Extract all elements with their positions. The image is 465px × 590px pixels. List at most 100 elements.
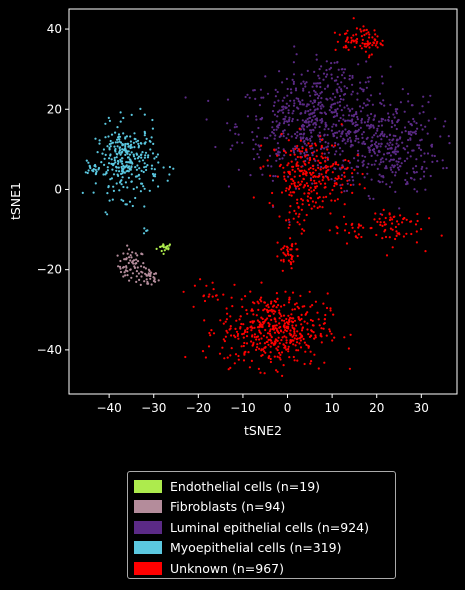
scatter-point (162, 243, 165, 246)
scatter-point (361, 42, 364, 45)
scatter-point (303, 184, 306, 187)
scatter-point (258, 338, 261, 341)
scatter-point (285, 187, 288, 190)
scatter-point (151, 127, 154, 130)
scatter-point (322, 322, 325, 325)
scatter-point (297, 148, 300, 151)
scatter-point (363, 121, 366, 124)
scatter-point (306, 328, 309, 331)
scatter-point (276, 115, 279, 118)
legend-swatch (134, 500, 162, 514)
scatter-point (412, 117, 415, 121)
scatter-point (302, 177, 305, 180)
scatter-point (312, 189, 316, 192)
scatter-point (140, 265, 143, 268)
scatter-point (234, 132, 237, 135)
scatter-point (305, 137, 308, 140)
scatter-point (376, 167, 379, 170)
scatter-point (395, 112, 398, 115)
scatter-point (260, 96, 263, 99)
scatter-point (330, 199, 333, 202)
scatter-point (340, 187, 343, 190)
scatter-point (338, 33, 341, 36)
scatter-point (333, 61, 336, 64)
scatter-point (347, 114, 351, 117)
scatter-point (325, 60, 328, 63)
scatter-point (330, 106, 333, 109)
scatter-point (333, 336, 336, 339)
scatter-point (281, 99, 284, 102)
scatter-point (397, 160, 400, 163)
scatter-point (274, 95, 277, 98)
scatter-point (284, 345, 287, 348)
scatter-point (308, 188, 311, 191)
scatter-point (107, 135, 110, 138)
scatter-point (293, 99, 296, 102)
scatter-point (301, 125, 304, 128)
scatter-point (397, 232, 401, 235)
scatter-point (331, 98, 334, 101)
scatter-point (154, 280, 157, 283)
scatter-point (314, 169, 317, 172)
scatter-point (297, 349, 300, 352)
scatter-point (343, 171, 346, 174)
scatter-point (379, 161, 382, 164)
scatter-point (347, 107, 350, 110)
scatter-point (297, 215, 300, 218)
scatter-point (116, 173, 119, 176)
plot-area (68, 8, 458, 395)
scatter-point (411, 104, 414, 107)
scatter-point (117, 136, 120, 139)
scatter-point (262, 321, 265, 324)
scatter-point (285, 317, 288, 321)
scatter-point (251, 321, 254, 324)
scatter-point (359, 110, 363, 113)
scatter-point (402, 217, 405, 221)
legend-item: Myoepithelial cells (n=319) (134, 538, 389, 559)
scatter-point (240, 345, 243, 348)
scatter-point (320, 327, 323, 330)
scatter-point (363, 187, 366, 190)
scatter-point (376, 135, 379, 138)
scatter-point (252, 313, 255, 316)
scatter-point (312, 111, 315, 114)
legend: Endothelial cells (n=19) Fibroblasts (n=9… (127, 471, 396, 579)
scatter-point (131, 162, 134, 165)
scatter-point (273, 101, 276, 104)
scatter-point (282, 149, 286, 152)
scatter-point (377, 142, 380, 145)
scatter-point (126, 142, 129, 145)
scatter-point (346, 130, 349, 134)
scatter-point (259, 166, 262, 169)
scatter-point (230, 296, 233, 299)
scatter-point (424, 250, 427, 253)
scatter-point (250, 340, 253, 343)
scatter-point (354, 112, 357, 116)
scatter-point (336, 232, 339, 235)
scatter-point (291, 165, 294, 168)
scatter-point (367, 56, 371, 59)
scatter-point (282, 108, 285, 111)
scatter-point (250, 329, 253, 332)
scatter-point (328, 109, 331, 112)
scatter-point (137, 142, 140, 145)
scatter-point (279, 353, 282, 356)
scatter-point (296, 198, 299, 201)
scatter-point (288, 356, 291, 359)
scatter-point (119, 153, 122, 156)
scatter-point (429, 174, 432, 178)
scatter-point (104, 211, 107, 214)
scatter-point (362, 102, 366, 105)
scatter-point (307, 121, 310, 124)
scatter-point (229, 148, 232, 151)
scatter-point (318, 180, 321, 183)
scatter-point (341, 74, 344, 77)
scatter-point (135, 275, 138, 278)
scatter-point (367, 118, 370, 121)
scatter-point (116, 145, 119, 148)
scatter-point (338, 104, 342, 107)
scatter-point (426, 152, 430, 155)
scatter-point (405, 218, 408, 221)
scatter-point (258, 347, 261, 350)
scatter-point (399, 101, 402, 104)
